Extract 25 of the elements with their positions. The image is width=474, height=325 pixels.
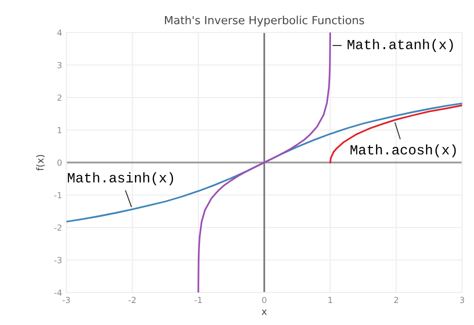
x-tick-label: -3 <box>62 296 70 304</box>
y-axis-title: f(x) <box>36 154 45 171</box>
x-tick-label: -2 <box>128 296 136 303</box>
y-tick-label: 4 <box>57 30 62 36</box>
y-tick-label: 0 <box>57 159 62 166</box>
x-axis-title: x <box>262 310 267 315</box>
line-series <box>66 102 462 222</box>
y-tick-label: -1 <box>54 192 62 198</box>
line-series <box>198 32 332 292</box>
y-tick-label: 2 <box>58 94 62 101</box>
annotation: Math.acosh(x) <box>350 144 456 158</box>
x-tick-label: 3 <box>460 296 464 304</box>
x-tick-label: 1 <box>328 296 332 303</box>
annotation: Math.asinh(x) <box>68 172 174 186</box>
chart-title: Math's Inverse Hyperbolic Functions <box>164 16 364 26</box>
x-tick-label: 2 <box>394 296 398 303</box>
y-tick-label: 3 <box>58 62 62 68</box>
y-tick-label: -2 <box>54 224 62 231</box>
annotation: Math.atanh(x) <box>348 39 453 52</box>
y-tick-label: -4 <box>54 290 62 296</box>
x-tick-label: 0 <box>262 296 266 304</box>
x-tick-label: -1 <box>194 296 202 303</box>
y-tick-label: 1 <box>58 127 62 134</box>
line-series <box>329 104 462 164</box>
y-tick-label: -3 <box>54 256 62 264</box>
